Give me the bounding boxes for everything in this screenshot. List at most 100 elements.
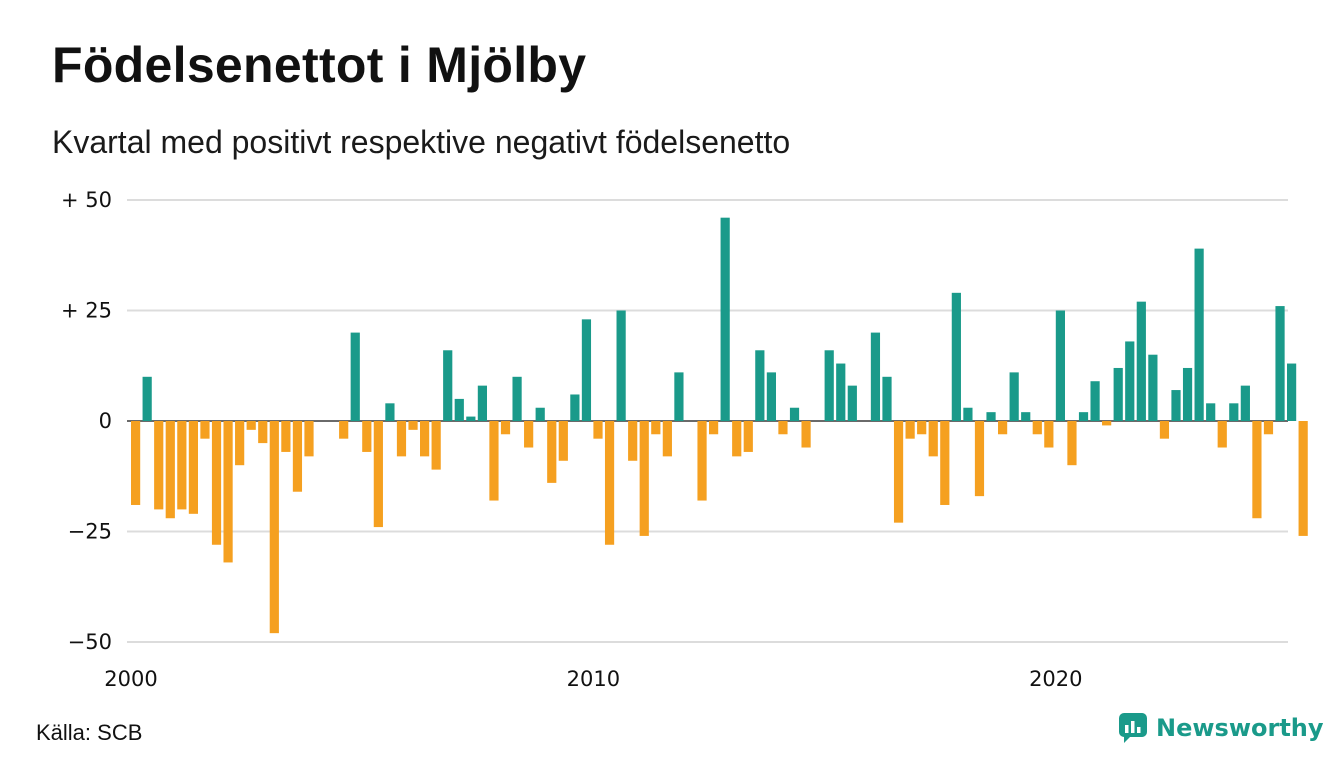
bar-negative [165,421,175,519]
bar-positive [581,319,592,421]
bar-negative [1263,421,1274,435]
bar-negative [489,421,499,501]
bar-negative [639,421,649,536]
bar-positive [616,310,626,421]
bar-negative [651,421,661,435]
bar-negative [974,421,985,497]
bar-positive [1009,372,1019,421]
bar-positive [847,385,857,421]
bar-negative [778,421,788,435]
bar-positive [1148,354,1158,421]
bar-positive [454,398,464,421]
bar-negative [1032,421,1042,435]
bar-positive [512,376,522,421]
bar-negative [304,421,314,457]
bar-positive [824,350,834,421]
bar-negative [131,421,141,505]
bar-chart: + 50 + 25 0 −25 −50 2000 2010 2020 [61,188,1308,690]
bar-positive [674,372,684,421]
bar-negative [408,421,418,430]
bar-positive [443,350,453,421]
bar-positive [766,372,776,421]
bar-negative [1252,421,1262,519]
newsworthy-logo-icon [1119,713,1147,743]
bar-negative [524,421,534,448]
bar-positive [466,416,476,421]
bar-positive [570,394,580,421]
bar-negative [500,421,511,435]
bar-positive [142,376,152,421]
bar-negative [235,421,245,466]
bar-positive [963,407,973,421]
chart-subtitle: Kvartal med positivt respektive negativt… [52,124,791,160]
bar-negative [292,421,303,492]
bar-negative [339,421,349,439]
bar-positive [951,292,961,421]
bar-negative [1067,421,1077,466]
bar-positive [1206,403,1216,421]
bar-negative [558,421,568,461]
bar-positive [789,407,800,421]
bar-negative [223,421,233,563]
bar-negative [1044,421,1054,448]
bar-negative [154,421,164,510]
bar-negative [940,421,950,505]
bar-negative [928,421,938,457]
axis-labels: + 50 + 25 0 −25 −50 2000 2010 2020 [61,188,1083,690]
x-tick-label: 2010 [567,667,620,690]
bar-negative [593,421,603,439]
bar-positive [882,376,892,421]
bar-negative [662,421,672,457]
bar-positive [385,403,395,421]
bar-positive [1287,363,1297,421]
bar-positive [836,363,846,421]
bar-negative [1159,421,1170,439]
bar-positive [1125,341,1135,421]
bar-positive [1090,381,1100,421]
bar-positive [1171,390,1181,421]
bar-positive [870,332,881,421]
bar-negative [604,421,615,545]
x-tick-label: 2000 [104,667,157,690]
bar-positive [1021,412,1031,421]
bar-positive [1229,403,1239,421]
bar-positive [1136,301,1146,421]
bar-negative [420,421,430,457]
bar-negative [281,421,291,452]
bar-positive [1275,306,1285,421]
bar-negative [801,421,811,448]
grid-lines [127,199,1288,643]
bar-negative [628,421,638,461]
bar-positive [1194,248,1204,421]
chart-title: Födelsenettot i Mjölby [52,37,587,93]
bar-positive [1182,367,1193,421]
bar-negative [269,421,279,634]
y-tick-label: + 25 [61,299,112,323]
bar-negative [188,421,198,514]
bar-negative [697,421,707,501]
bar-negative [200,421,210,439]
brand-logo: Newsworthy [1118,712,1324,744]
bar-negative [362,421,372,452]
bar-negative [246,421,256,430]
bar-negative [1102,421,1112,426]
bar-negative [373,421,383,528]
bar-negative [1217,421,1227,448]
bar-positive [477,385,487,421]
y-tick-label: −25 [68,520,112,544]
bar-positive [755,350,765,421]
bar-positive [1240,385,1250,421]
x-tick-label: 2020 [1029,667,1082,690]
bar-positive [1055,310,1065,421]
bar-positive [350,332,360,421]
bar-negative [893,421,904,523]
bar-negative [732,421,742,457]
bar-positive [1078,412,1089,421]
bar-positive [720,217,730,421]
bar-negative [211,421,222,545]
bar-negative [258,421,268,444]
bar-negative [917,421,927,435]
bars [131,217,1308,634]
bar-negative [998,421,1008,435]
bar-negative [743,421,753,452]
